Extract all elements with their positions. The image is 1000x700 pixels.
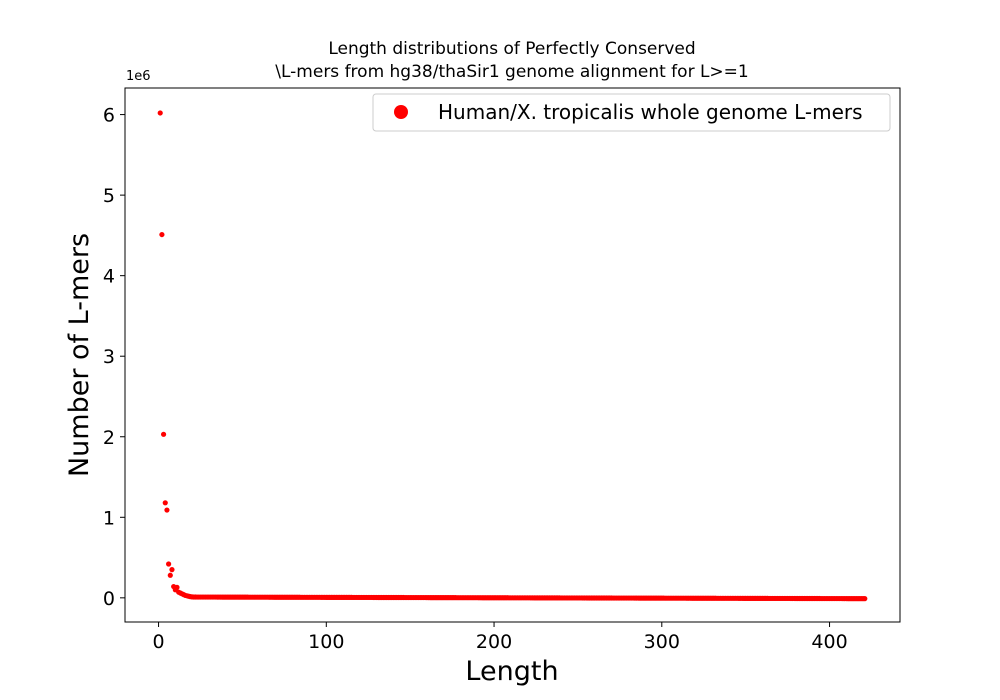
data-point — [862, 596, 868, 602]
y-tick-label: 0 — [103, 588, 115, 610]
data-point — [169, 567, 175, 573]
legend-entry: Human/X. tropicalis whole genome L-mers — [438, 100, 863, 124]
legend: Human/X. tropicalis whole genome L-mers — [372, 93, 891, 132]
x-tick-label: 100 — [308, 631, 344, 653]
y-tick-label: 1 — [103, 507, 115, 529]
x-axis-ticks: 0 100 200 300 400 — [153, 622, 848, 653]
legend-marker — [394, 105, 408, 119]
plot-frame — [124, 87, 901, 623]
x-tick-label: 400 — [811, 631, 847, 653]
data-point — [159, 231, 165, 238]
chart-subtitle: \L-mers from hg38/thaSir1 genome alignme… — [275, 62, 748, 82]
x-tick-label: 300 — [644, 631, 680, 653]
y-axis-label: Number of L-mers — [64, 233, 95, 477]
data-point — [162, 500, 168, 506]
data-point — [167, 572, 173, 578]
y-tick-label: 5 — [103, 185, 115, 207]
data-point — [157, 110, 163, 116]
data-point — [160, 431, 167, 437]
x-tick-label: 200 — [476, 631, 512, 653]
data-point — [164, 507, 170, 513]
y-offset-label: 1e6 — [126, 69, 151, 84]
legend-box — [372, 93, 891, 132]
data-point — [174, 584, 180, 590]
y-axis-ticks: 0 1 2 3 4 5 6 — [103, 105, 125, 610]
chart-title: Length distributions of Perfectly Conser… — [328, 39, 695, 59]
y-tick-label: 6 — [103, 105, 115, 127]
x-axis-label: Length — [465, 656, 558, 687]
y-tick-label: 3 — [103, 346, 115, 368]
data-points — [157, 110, 868, 602]
data-point — [166, 561, 172, 567]
y-tick-label: 2 — [103, 427, 115, 449]
x-tick-label: 0 — [153, 631, 165, 653]
y-tick-label: 4 — [103, 266, 115, 288]
